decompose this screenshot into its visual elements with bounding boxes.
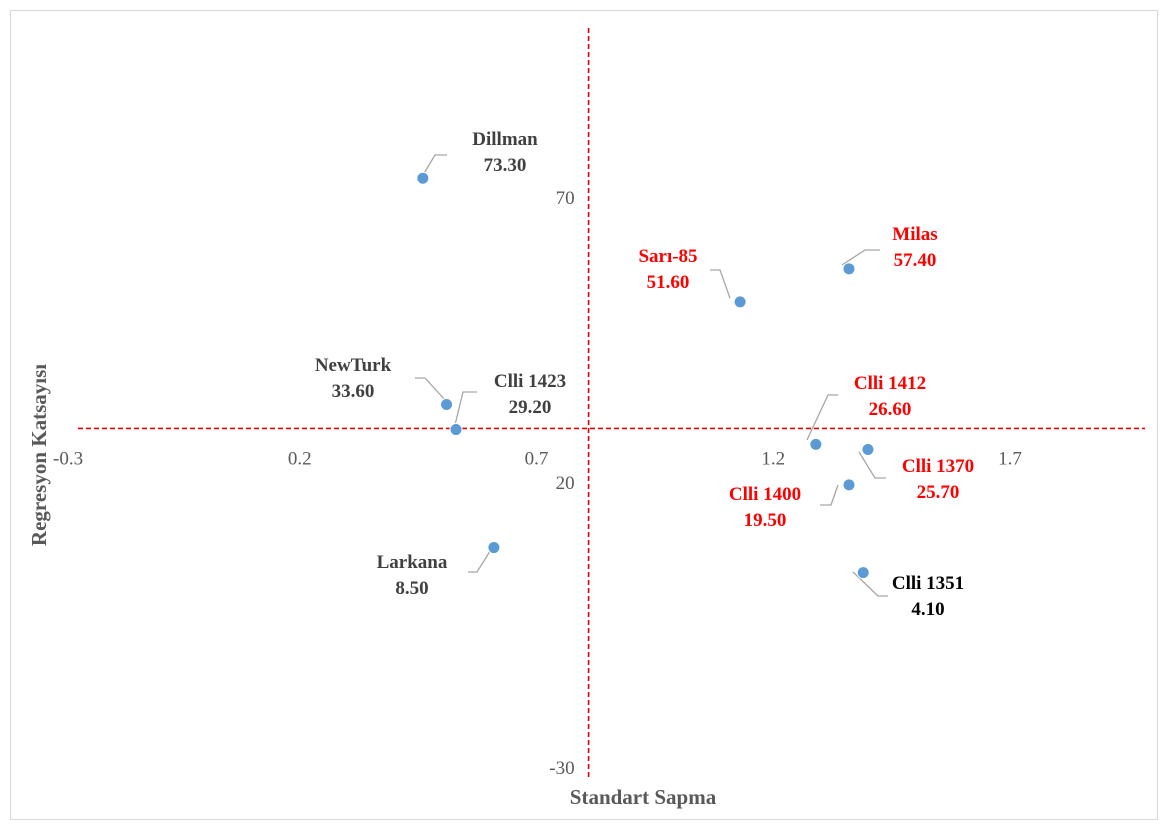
leader-line	[422, 154, 447, 176]
leader-line	[415, 377, 446, 401]
data-points	[416, 171, 875, 580]
data-point	[416, 171, 430, 185]
point-name-label: Clli 1351	[892, 573, 964, 594]
point-value-label: 26.60	[869, 399, 912, 420]
point-value-label: 8.50	[395, 578, 428, 599]
point-value-label: 25.70	[917, 482, 960, 503]
point-value-label: 51.60	[647, 272, 690, 293]
leader-line	[841, 249, 880, 266]
point-name-label: NewTurk	[315, 355, 392, 376]
x-tick-label: 0.2	[288, 448, 312, 469]
point-value-label: 29.20	[509, 397, 552, 418]
x-tick-label: 1.2	[761, 448, 785, 469]
point-name-label: Dillman	[472, 129, 538, 150]
leader-line	[806, 394, 838, 441]
point-name-label: Clli 1423	[494, 371, 566, 392]
point-name-label: Clli 1370	[902, 456, 974, 477]
point-value-label: 33.60	[332, 381, 375, 402]
x-tick-label: 1.7	[998, 448, 1022, 469]
data-point	[856, 566, 870, 580]
point-value-label: 19.50	[744, 510, 787, 531]
leader-line	[468, 547, 493, 573]
point-name-label: Milas	[892, 224, 937, 245]
y-axis-title: Regresyon Katsayısı	[27, 364, 51, 546]
x-tick-label: -0.3	[53, 448, 83, 469]
point-value-label: 4.10	[911, 599, 944, 620]
data-point	[449, 423, 463, 437]
x-tick-label: 0.7	[525, 448, 549, 469]
leader-line	[852, 571, 888, 597]
leader-line	[820, 484, 839, 506]
point-name-label: Clli 1400	[729, 484, 801, 505]
chart-frame	[10, 10, 1158, 820]
point-value-label: 57.40	[894, 250, 937, 271]
y-tick-label: 70	[556, 188, 575, 209]
data-point	[842, 478, 856, 492]
point-name-label: Clli 1412	[854, 373, 926, 394]
point-name-label: Larkana	[377, 552, 448, 573]
data-point	[733, 295, 747, 309]
y-tick-label: 20	[556, 473, 575, 494]
data-labels: Dillman 73.30 Sarı-85 51.60 Milas 57.40 NewTur…	[315, 129, 974, 620]
leader-line	[710, 269, 731, 299]
point-name-label: Sarı-85	[638, 246, 697, 267]
data-point	[842, 262, 856, 276]
leader-line	[454, 391, 477, 426]
data-point	[861, 443, 875, 457]
crosshair-lines	[78, 28, 1145, 780]
leader-line	[858, 451, 886, 479]
data-point	[809, 437, 823, 451]
y-tick-label: -30	[549, 758, 574, 779]
leader-lines	[415, 154, 888, 597]
data-point	[440, 397, 454, 411]
data-point	[487, 541, 501, 555]
point-value-label: 73.30	[484, 155, 527, 176]
x-axis-title: Standart Sapma	[570, 785, 717, 809]
axis-ticks: -0.3 0.2 0.7 1.2 1.7 70 20 -30	[53, 188, 1022, 779]
